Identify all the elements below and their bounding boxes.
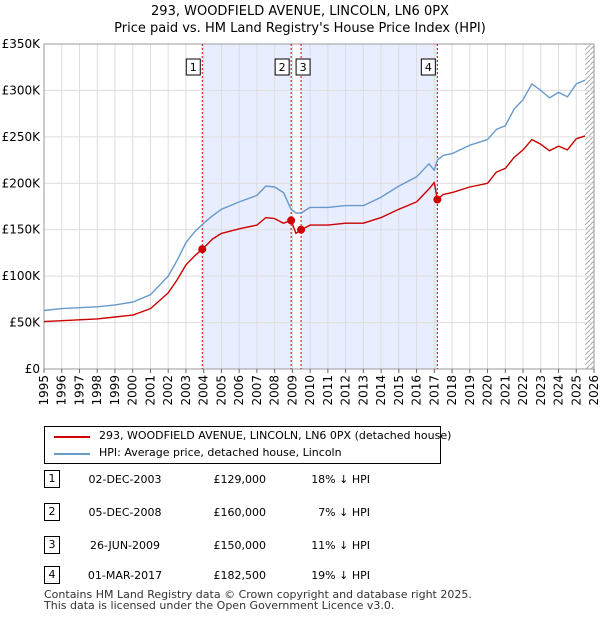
legend-label-hpi: HPI: Average price, detached house, Linc… [99, 446, 342, 459]
sale-hpi-diff: 19% ↓ HPI [311, 569, 370, 582]
sale-point [433, 195, 442, 204]
table-row: 2 05-DEC-2008 £160,000 7% ↓ HPI [0, 503, 600, 527]
x-tick-label: 2019 [463, 375, 477, 406]
x-tick-label: 2013 [356, 375, 370, 406]
sale-marker-label: 3 [300, 61, 307, 74]
sale-marker-badge [274, 58, 290, 76]
sale-point [287, 216, 296, 225]
sale-number-badge: 3 [44, 536, 60, 554]
x-tick-label: 2015 [392, 375, 406, 406]
y-tick-label: £250K [2, 130, 42, 144]
sale-price: £160,000 [213, 506, 267, 519]
table-row: 3 26-JUN-2009 £150,000 11% ↓ HPI [0, 536, 600, 560]
x-tick-label: 2021 [498, 375, 512, 406]
future-hatch-area [585, 44, 594, 369]
y-tick-label: £100K [2, 269, 42, 283]
legend-label-property: 293, WOODFIELD AVENUE, LINCOLN, LN6 0PX … [99, 429, 452, 442]
x-tick-label: 2007 [250, 375, 264, 406]
shaded-period [301, 44, 438, 369]
x-tick-label: 2023 [534, 375, 548, 406]
x-tick-label: 2001 [143, 375, 157, 406]
footer-line-1: Contains HM Land Registry data © Crown c… [44, 588, 472, 601]
sale-date: 01-MAR-2017 [87, 569, 163, 582]
plot-frame [43, 43, 595, 370]
sale-marker-label: 1 [190, 61, 197, 74]
x-tick-label: 2022 [516, 375, 530, 406]
property-series-line [43, 135, 586, 323]
x-tick-label: 1998 [90, 375, 104, 406]
x-tick-label: 2011 [321, 375, 335, 406]
price-chart: 1 2 3 4 £0 £50K £100K £150K £200K £250K £300K £350K… [2, 37, 600, 406]
x-tick-label: 2025 [569, 375, 583, 406]
sale-marker-label: 2 [279, 61, 286, 74]
sale-hpi-diff: 18% ↓ HPI [311, 473, 370, 486]
x-tick-label: 2016 [410, 375, 424, 406]
y-tick-label: £150K [2, 223, 42, 237]
x-tick-label: 2008 [268, 375, 282, 406]
y-tick-label: £200K [2, 176, 42, 190]
x-tick-label: 2012 [339, 375, 353, 406]
x-tick-label: 2024 [552, 375, 566, 406]
x-tick-label: 2004 [197, 375, 211, 406]
y-tick-label: £50K [9, 316, 41, 330]
table-row: 4 01-MAR-2017 £182,500 19% ↓ HPI [0, 566, 600, 590]
chart-title: 293, WOODFIELD AVENUE, LINCOLN, LN6 0PX [151, 4, 449, 19]
y-tick-label: £0 [25, 362, 40, 376]
table-row: 1 02-DEC-2003 £129,000 18% ↓ HPI [0, 470, 600, 494]
legend-swatch-property [54, 436, 90, 438]
y-tick-label: £300K [2, 83, 42, 97]
sale-date: 05-DEC-2008 [88, 506, 162, 519]
footer-line-2: This data is licensed under the Open Gov… [44, 599, 395, 612]
sale-point [297, 225, 306, 234]
sale-marker-badge [185, 58, 201, 76]
x-tick-label: 2014 [374, 375, 388, 406]
sale-hpi-diff: 7% ↓ HPI [318, 506, 370, 519]
x-tick-label: 2002 [161, 375, 175, 406]
x-tick-label: 1999 [108, 375, 122, 406]
chart-subtitle: Price paid vs. HM Land Registry's House … [114, 21, 486, 36]
legend-swatch-hpi [54, 453, 90, 455]
sale-marker-badge [295, 58, 311, 76]
x-tick-label: 2000 [126, 375, 140, 406]
footer-attribution: Contains HM Land Registry data © Crown c… [44, 589, 472, 611]
x-tick-label: 2017 [427, 375, 441, 406]
x-tick-label: 2018 [445, 375, 459, 406]
x-tick-label: 1995 [37, 375, 51, 406]
sale-date: 26-JUN-2009 [89, 539, 161, 552]
x-tick-label: 2006 [232, 375, 246, 406]
sale-point [198, 245, 207, 254]
sale-price: £182,500 [213, 569, 267, 582]
x-tick-label: 2009 [285, 375, 299, 406]
x-tick-label: 2026 [587, 375, 600, 406]
sale-number-badge: 2 [44, 503, 60, 521]
sale-hpi-diff: 11% ↓ HPI [311, 539, 370, 552]
sale-marker-badge [420, 58, 436, 76]
x-tick-label: 1997 [72, 375, 86, 406]
hpi-series-line [43, 79, 586, 312]
chart-legend: 293, WOODFIELD AVENUE, LINCOLN, LN6 0PX … [44, 426, 451, 464]
sale-number-badge: 4 [44, 566, 60, 584]
x-tick-label: 2003 [179, 375, 193, 406]
sale-marker-label: 4 [425, 61, 432, 74]
sale-date: 02-DEC-2003 [88, 473, 162, 486]
x-tick-label: 2005 [214, 375, 228, 406]
shaded-period [202, 44, 292, 369]
x-tick-label: 1996 [55, 375, 69, 406]
x-tick-label: 2020 [481, 375, 495, 406]
sale-price: £129,000 [213, 473, 267, 486]
y-tick-label: £350K [2, 37, 42, 51]
x-tick-label: 2010 [303, 375, 317, 406]
sale-number-badge: 1 [44, 470, 60, 488]
sale-price: £150,000 [213, 539, 267, 552]
